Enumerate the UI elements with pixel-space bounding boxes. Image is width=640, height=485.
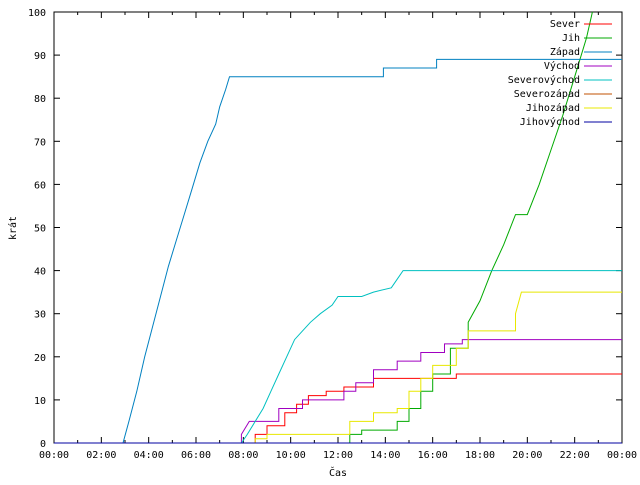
x-axis-label: Čas: [329, 466, 347, 479]
x-tick-label: 02:00: [86, 450, 116, 461]
series-line: [54, 291, 622, 444]
y-tick-label: 30: [34, 310, 46, 321]
legend-label: Jih: [562, 33, 580, 44]
x-tick-label: 16:00: [418, 450, 448, 461]
x-tick-label: 00:00: [607, 450, 637, 461]
x-tick-label: 18:00: [465, 450, 495, 461]
y-tick-label: 0: [40, 439, 46, 450]
y-tick-label: 20: [34, 353, 46, 364]
y-tick-label: 100: [28, 8, 46, 19]
x-tick-label: 20:00: [512, 450, 542, 461]
series-line: [54, 11, 593, 444]
y-tick-label: 60: [34, 180, 46, 191]
y-tick-label: 90: [34, 51, 46, 62]
legend-label: Západ: [550, 46, 580, 58]
x-tick-label: 22:00: [560, 450, 590, 461]
series-line: [54, 339, 622, 444]
y-tick-label: 80: [34, 94, 46, 105]
x-tick-label: 08:00: [228, 450, 258, 461]
legend-label: Jihozápad: [526, 102, 580, 114]
series-group: [54, 11, 622, 444]
y-tick-label: 10: [34, 396, 46, 407]
y-tick-label: 40: [34, 267, 46, 278]
legend-label: Severozápad: [514, 88, 580, 100]
x-tick-label: 06:00: [181, 450, 211, 461]
legend-label: Jihovýchod: [520, 116, 580, 128]
legend: Sever Jih Západ Východ Severovýchod Severozáp…: [508, 19, 612, 128]
x-tick-label: 14:00: [370, 450, 400, 461]
y-tick-label: 50: [34, 224, 46, 235]
x-tick-label: 04:00: [134, 450, 164, 461]
x-tick-label: 10:00: [276, 450, 306, 461]
x-axis: 00:00 02:00 04:00 06:00 08:00 10:00 12:00 14:00…: [39, 12, 637, 461]
y-tick-label: 70: [34, 137, 46, 148]
x-tick-label: 00:00: [39, 450, 69, 461]
legend-label: Východ: [544, 60, 580, 72]
series-line: [54, 270, 622, 444]
x-tick-label: 12:00: [323, 450, 353, 461]
series-line: [54, 373, 622, 444]
legend-label: Sever: [550, 19, 580, 30]
y-axis-label: krát: [7, 216, 19, 240]
legend-label: Severovýchod: [508, 74, 580, 86]
series-line: [54, 58, 622, 444]
